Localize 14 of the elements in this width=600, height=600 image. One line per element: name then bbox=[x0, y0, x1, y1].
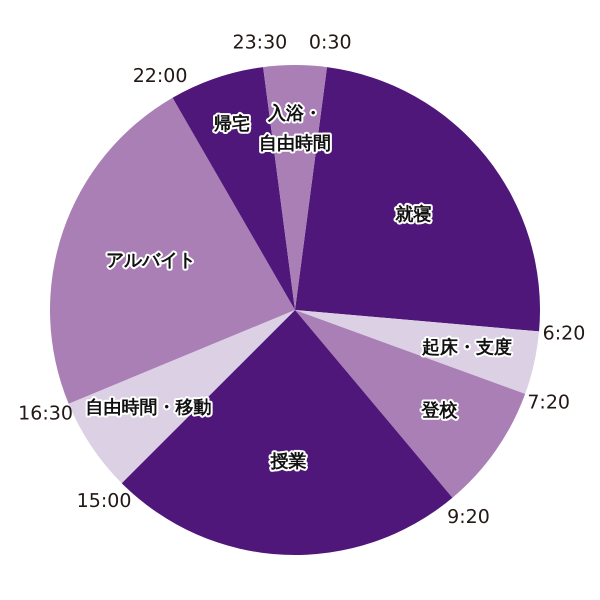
text: 9:20 bbox=[447, 506, 490, 528]
text: 23:30 bbox=[232, 31, 288, 54]
slice-label: アルバイト bbox=[106, 250, 196, 272]
text: 7:20 bbox=[527, 391, 570, 414]
slice-label: 授業 bbox=[269, 450, 306, 472]
slice-label: 起床・支度 bbox=[421, 337, 512, 358]
text: 15:00 bbox=[76, 490, 132, 512]
text: 22:00 bbox=[132, 65, 188, 88]
slice-label: 帰宅 bbox=[213, 113, 250, 134]
text: 6:20 bbox=[542, 322, 586, 345]
text: 16:30 bbox=[18, 402, 73, 424]
slice-label: 就寝 bbox=[394, 204, 432, 225]
slice-label: 登校 bbox=[420, 400, 458, 422]
text: 0:30 bbox=[308, 31, 352, 54]
